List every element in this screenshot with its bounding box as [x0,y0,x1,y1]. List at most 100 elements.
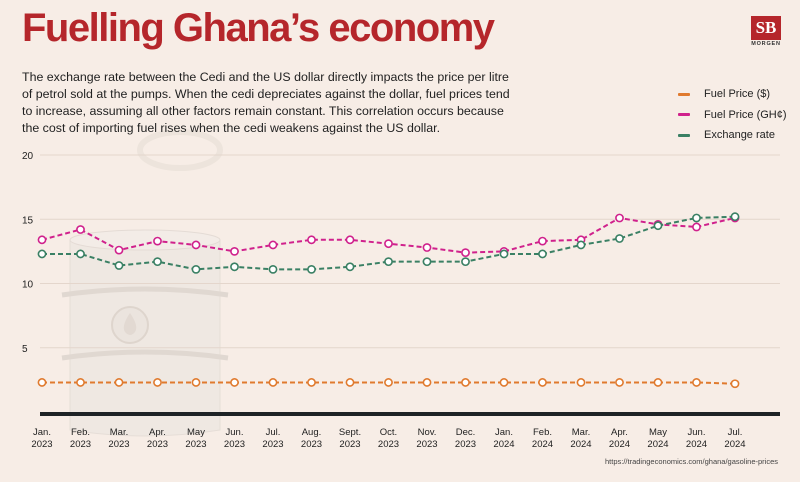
data-point-fuel-usd [153,378,162,387]
data-point-fuel-usd [114,378,124,387]
data-point-exchange-rate [114,261,124,270]
data-point-exchange-rate [730,212,740,222]
x-tick-label: Jun. [226,427,244,438]
x-tick-label: Jan. [495,427,513,438]
data-point-fuel-usd [615,378,624,387]
data-point-exchange-rate [153,257,162,267]
data-point-fuel-usd [730,379,740,389]
data-point-exchange-rate [422,257,432,267]
legend-item-fuel-usd: Fuel Price ($) [678,84,787,104]
data-point-fuel-usd [307,378,316,387]
x-tick-label: Jul. [266,427,281,438]
data-point-fuel-ghs [191,240,201,250]
x-tick-label: 2023 [339,439,360,450]
x-tick-label: 2024 [532,439,553,450]
data-point-exchange-rate [191,264,201,274]
data-point-exchange-rate [576,240,586,250]
data-point-fuel-usd [692,378,701,387]
x-tick-label: 2023 [455,439,476,450]
data-point-fuel-ghs [230,246,239,256]
x-tick-label: May [649,427,667,438]
data-point-exchange-rate [692,213,701,223]
x-tick-label: Jun. [688,427,706,438]
x-tick-label: May [187,427,205,438]
data-point-fuel-ghs [37,235,47,245]
intro-paragraph: The exchange rate between the Cedi and t… [22,70,510,135]
fuel-barrel-illustration [61,129,229,437]
y-tick-label: 15 [22,215,34,226]
data-point-fuel-usd [345,378,355,387]
y-tick-label: 10 [22,280,34,291]
sb-morgen-logo: SB [751,16,781,40]
data-point-fuel-ghs [384,239,393,249]
page-title: Fuelling Ghana’s economy [22,6,495,50]
data-point-exchange-rate [499,249,509,259]
data-point-fuel-usd [268,378,278,387]
data-point-exchange-rate [307,264,316,274]
data-point-fuel-ghs [268,240,278,250]
x-tick-label: Apr. [611,427,628,438]
x-tick-label: 2023 [147,439,168,450]
data-point-fuel-ghs [345,235,355,245]
chart-legend: Fuel Price ($) Fuel Price (GH¢) Exchange… [678,84,787,146]
legend-item-exchange-rate: Exchange rate [678,125,787,145]
x-tick-label: 2024 [686,439,707,450]
data-point-exchange-rate [268,264,278,274]
data-point-exchange-rate [461,257,470,267]
x-tick-label: 2024 [609,439,630,450]
x-tick-label: 2023 [416,439,437,450]
x-tick-label: 2023 [378,439,399,450]
legend-item-fuel-ghs: Fuel Price (GH¢) [678,105,787,125]
x-tick-label: 2024 [724,439,745,450]
data-point-fuel-ghs [538,236,547,246]
x-tick-label: 2023 [224,439,245,450]
x-tick-label: 2024 [647,439,668,450]
data-point-fuel-usd [499,378,509,387]
x-tick-label: Feb. [533,427,552,438]
x-axis-baseline [40,412,780,416]
data-point-exchange-rate [538,249,547,259]
data-point-fuel-usd [76,378,85,387]
x-tick-label: 2023 [31,439,52,450]
x-tick-label: 2023 [301,439,322,450]
x-tick-label: Aug. [302,427,322,438]
x-tick-label: Sept. [339,427,361,438]
data-point-fuel-usd [461,378,470,387]
series-exchange-rate [37,212,740,274]
data-point-fuel-ghs [153,236,162,246]
x-tick-label: 2024 [493,439,514,450]
legend-label: Exchange rate [704,129,775,141]
x-tick-label: Mar. [572,427,590,438]
legend-swatch-fuel-usd [678,92,690,96]
data-point-exchange-rate [37,249,47,259]
data-point-fuel-ghs [76,225,85,234]
data-point-fuel-usd [37,378,47,387]
source-link[interactable]: https://tradingeconomics.com/ghana/gasol… [604,457,778,466]
series-fuel-usd [37,378,740,389]
x-tick-label: Mar. [110,427,128,438]
x-tick-label: 2023 [262,439,283,450]
x-tick-label: Oct. [380,427,397,438]
data-point-fuel-ghs [461,248,470,258]
x-tick-label: Jan. [33,427,51,438]
data-point-exchange-rate [615,234,624,243]
data-point-fuel-ghs [615,213,624,223]
x-tick-label: 2024 [570,439,591,450]
data-point-fuel-ghs [307,235,316,245]
data-point-fuel-usd [422,378,432,387]
y-tick-label: 20 [22,151,34,162]
data-point-exchange-rate [230,262,239,272]
data-point-fuel-ghs [114,245,124,255]
data-point-exchange-rate [384,257,393,267]
data-point-exchange-rate [76,249,85,259]
x-tick-label: Jul. [728,427,743,438]
data-point-exchange-rate [345,262,355,272]
data-point-fuel-usd [230,378,239,387]
data-point-fuel-usd [576,378,586,387]
x-tick-label: 2023 [185,439,206,450]
x-tick-label: Apr. [149,427,166,438]
x-tick-label: 2023 [70,439,91,450]
logo-wordmark: MORGEN [751,41,781,47]
x-tick-label: Dec. [456,427,476,438]
